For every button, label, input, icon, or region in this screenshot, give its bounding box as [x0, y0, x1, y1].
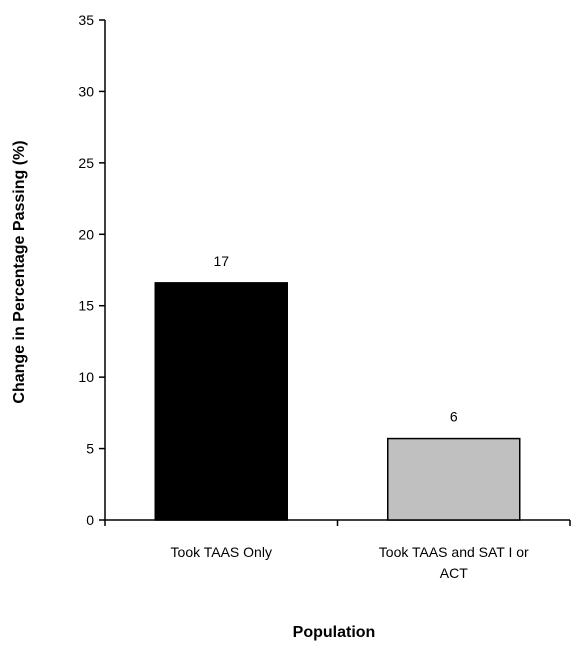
x-axis-title: Population — [293, 624, 376, 641]
y-tick-label: 10 — [78, 369, 94, 385]
x-tick-label: Took TAAS Only — [171, 544, 272, 560]
y-tick-label: 30 — [78, 83, 94, 99]
y-tick-label: 15 — [78, 298, 94, 314]
y-tick-label: 20 — [78, 226, 94, 242]
bar — [154, 282, 288, 521]
y-axis-title: Change in Percentage Passing (%) — [11, 140, 28, 403]
data-label: 6 — [450, 409, 458, 425]
y-tick-label: 35 — [78, 12, 94, 28]
y-tick-label: 5 — [86, 441, 94, 457]
bar — [387, 437, 521, 521]
y-tick-label: 25 — [78, 155, 94, 171]
x-tick-label: ACT — [440, 565, 468, 581]
y-tick-label: 0 — [86, 512, 94, 528]
data-label: 17 — [213, 253, 229, 269]
x-tick-label: Took TAAS and SAT I or — [379, 544, 529, 560]
plot-area: 0 5 10 15 20 25 30 35 17 Took TAAS Only 6 Took TAAS… — [78, 12, 571, 581]
